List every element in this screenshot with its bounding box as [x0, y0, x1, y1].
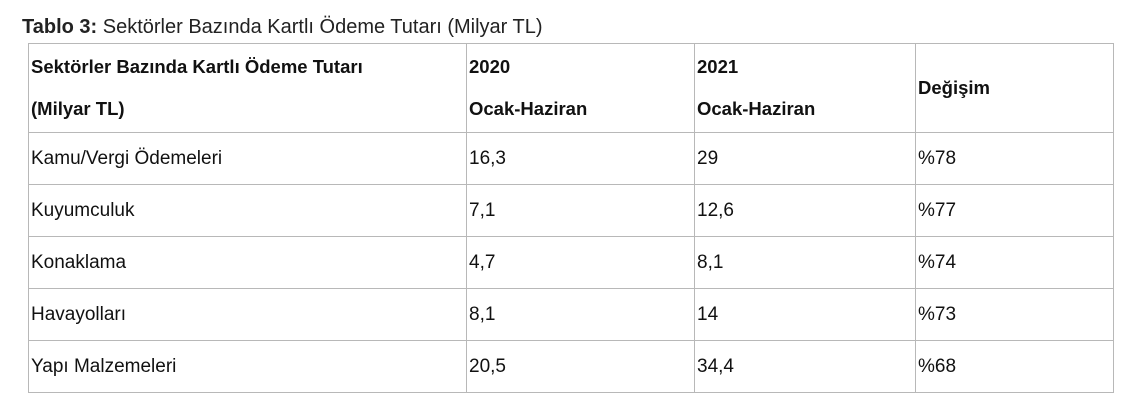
- table-row: Kamu/Vergi Ödemeleri 16,3 29 %78: [28, 132, 1114, 185]
- header-2021-year: 2021: [697, 56, 739, 77]
- table-row: Kuyumculuk 7,1 12,6 %77: [28, 184, 1114, 237]
- cell-2021: 12,6: [694, 184, 916, 237]
- table-caption: Tablo 3: Sektörler Bazında Kartlı Ödeme …: [22, 14, 543, 40]
- table-row: Havayolları 8,1 14 %73: [28, 288, 1114, 341]
- cell-sector: Havayolları: [28, 288, 467, 341]
- header-sector-line2: (Milyar TL): [31, 98, 125, 119]
- caption-text: Sektörler Bazında Kartlı Ödeme Tutarı (M…: [97, 16, 543, 38]
- table-row: Konaklama 4,7 8,1 %74: [28, 236, 1114, 289]
- cell-2021: 14: [694, 288, 916, 341]
- header-2021: 2021 Ocak-Haziran: [694, 43, 916, 133]
- caption-label: Tablo 3:: [22, 16, 98, 38]
- header-2020-period: Ocak-Haziran: [469, 98, 588, 119]
- table-header-row: Sektörler Bazında Kartlı Ödeme Tutarı (M…: [28, 43, 1114, 133]
- cell-sector: Konaklama: [28, 236, 467, 289]
- cell-2020: 20,5: [466, 340, 695, 393]
- header-2021-period: Ocak-Haziran: [697, 98, 816, 119]
- header-sector: Sektörler Bazında Kartlı Ödeme Tutarı (M…: [28, 43, 467, 133]
- header-sector-line1: Sektörler Bazında Kartlı Ödeme Tutarı: [31, 56, 363, 77]
- cell-change: %68: [915, 340, 1114, 393]
- table-row: Yapı Malzemeleri 20,5 34,4 %68: [28, 340, 1114, 393]
- cell-2020: 4,7: [466, 236, 695, 289]
- cell-change: %77: [915, 184, 1114, 237]
- cell-sector: Kuyumculuk: [28, 184, 467, 237]
- cell-2020: 16,3: [466, 132, 695, 185]
- cell-change: %74: [915, 236, 1114, 289]
- header-2020-year: 2020: [469, 56, 511, 77]
- cell-change: %78: [915, 132, 1114, 185]
- header-2020: 2020 Ocak-Haziran: [466, 43, 695, 133]
- cell-2021: 34,4: [694, 340, 916, 393]
- header-change: Değişim: [915, 43, 1114, 133]
- cell-change: %73: [915, 288, 1114, 341]
- sector-payment-table: Sektörler Bazında Kartlı Ödeme Tutarı (M…: [28, 43, 1114, 393]
- cell-2021: 29: [694, 132, 916, 185]
- cell-sector: Kamu/Vergi Ödemeleri: [28, 132, 467, 185]
- cell-2020: 7,1: [466, 184, 695, 237]
- cell-2021: 8,1: [694, 236, 916, 289]
- cell-sector: Yapı Malzemeleri: [28, 340, 467, 393]
- cell-2020: 8,1: [466, 288, 695, 341]
